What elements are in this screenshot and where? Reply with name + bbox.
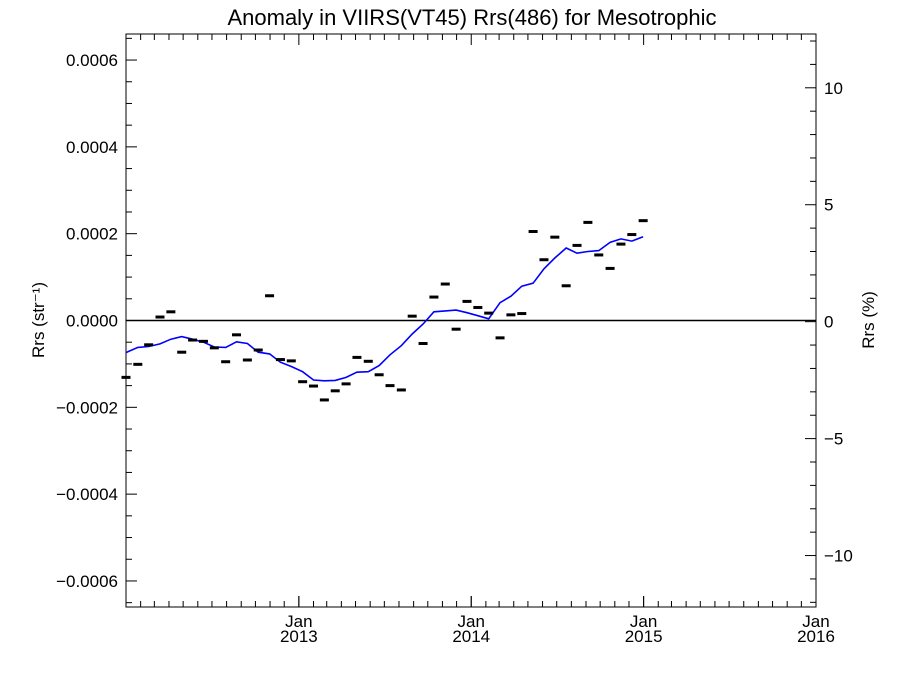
anomaly-point <box>308 384 318 388</box>
y-right-tick-label: 0 <box>824 313 833 332</box>
anomaly-point <box>418 342 428 346</box>
y-right-tick-label: 5 <box>824 196 833 215</box>
anomaly-point <box>462 299 472 303</box>
anomaly-point <box>198 339 208 343</box>
anomaly-point <box>177 350 187 354</box>
anomaly-point <box>298 380 308 384</box>
y-left-tick-label: 0.0000 <box>66 312 118 331</box>
anomaly-point <box>440 282 450 286</box>
x-tick-year-label: 2013 <box>280 627 318 646</box>
y-right-tick-label: −10 <box>824 547 853 566</box>
anomaly-point <box>330 389 340 393</box>
anomaly-point <box>265 294 275 298</box>
anomaly-point <box>484 311 494 315</box>
anomaly-point <box>616 242 626 246</box>
anomaly-point <box>473 305 483 309</box>
series-line-group <box>125 235 644 382</box>
y-left-tick-label: 0.0004 <box>66 138 118 157</box>
y-left-tick-label: 0.0006 <box>66 51 118 70</box>
anomaly-point <box>528 230 538 234</box>
anomaly-point <box>352 355 362 359</box>
anomaly-point <box>385 384 395 388</box>
anomaly-point <box>144 343 154 347</box>
anomaly-point <box>451 327 461 331</box>
y-left-tick-label: −0.0006 <box>56 572 118 591</box>
anomaly-point <box>155 315 165 319</box>
y-left-tick-label: 0.0002 <box>66 225 118 244</box>
anomaly-point <box>407 314 417 318</box>
anomaly-point <box>242 358 252 362</box>
anomaly-point <box>341 382 351 386</box>
anomaly-point <box>638 219 648 223</box>
anomaly-point <box>209 346 219 350</box>
anomaly-point <box>627 233 637 237</box>
anomaly-point <box>561 284 571 288</box>
anomaly-point <box>495 336 505 340</box>
y-axis-left-label: Rrs (str⁻¹) <box>29 282 48 358</box>
x-tick-year-label: 2016 <box>797 627 835 646</box>
anomaly-point <box>253 348 263 352</box>
chart-title: Anomaly in VIIRS(VT45) Rrs(486) for Meso… <box>227 5 716 30</box>
anomaly-point <box>429 295 439 299</box>
x-tick-month-label: Jan <box>802 612 829 631</box>
anomaly-point <box>166 310 176 314</box>
series-markers-group <box>121 219 648 402</box>
anomaly-point <box>363 359 373 363</box>
y-right-tick-label: 10 <box>824 79 843 98</box>
y-left-tick-label: −0.0004 <box>56 485 118 504</box>
anomaly-point <box>319 398 329 402</box>
anomaly-point <box>221 360 231 364</box>
x-tick-month-label: Jan <box>630 612 657 631</box>
x-tick-year-label: 2014 <box>452 627 490 646</box>
anomaly-point <box>583 220 593 224</box>
x-tick-year-label: 2015 <box>625 627 663 646</box>
smoothed-anomaly-line <box>125 235 644 382</box>
anomaly-point <box>121 375 131 379</box>
anomaly-point <box>539 258 549 262</box>
anomaly-point <box>374 373 384 377</box>
anomaly-point <box>275 358 285 362</box>
anomaly-point <box>133 362 143 366</box>
anomaly-point <box>572 243 582 247</box>
anomaly-point <box>232 333 242 337</box>
anomaly-point <box>286 359 296 363</box>
y-right-tick-label: −5 <box>824 430 843 449</box>
anomaly-point <box>605 266 615 270</box>
anomaly-point <box>594 253 604 257</box>
anomaly-point <box>506 313 516 317</box>
y-left-tick-label: −0.0002 <box>56 398 118 417</box>
axes-ticks: 0.0006 0.0004 0.0002 0.0000 −0.0002 −0.0004 −0… <box>56 34 853 646</box>
anomaly-point <box>188 338 198 342</box>
anomaly-point <box>517 312 527 316</box>
anomaly-point <box>396 388 406 392</box>
anomaly-point <box>550 235 560 239</box>
x-tick-month-label: Jan <box>285 612 312 631</box>
x-tick-month-label: Jan <box>458 612 485 631</box>
y-axis-right-label: Rrs (%) <box>859 291 878 349</box>
